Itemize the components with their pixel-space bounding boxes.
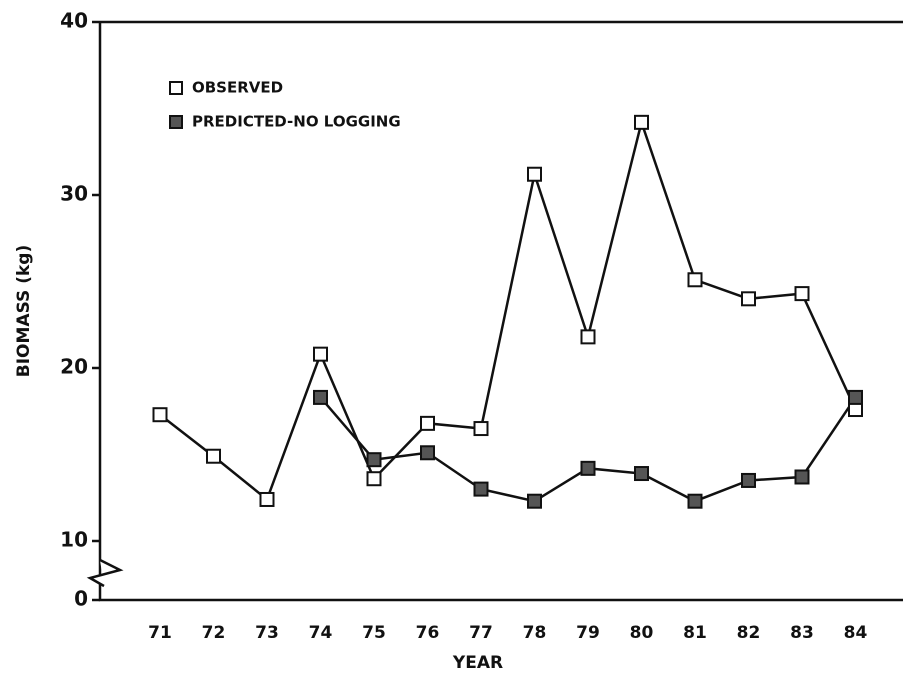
point	[580, 460, 596, 476]
x-tick-label: 79	[576, 623, 600, 643]
point	[741, 291, 756, 307]
y-tick-label: 0	[74, 587, 88, 611]
x-tick-label: 72	[202, 623, 226, 643]
point	[527, 493, 542, 509]
point	[687, 272, 703, 288]
axis-break	[86, 558, 124, 588]
point	[366, 452, 382, 468]
x-tick-label: 82	[737, 623, 761, 643]
point	[366, 471, 382, 487]
point	[527, 166, 542, 182]
y-axis-label: BIOMASS (kg)	[14, 245, 34, 377]
x-tick-label: 76	[416, 623, 440, 643]
point	[848, 389, 863, 405]
point	[420, 415, 435, 431]
point	[634, 466, 649, 482]
x-tick-label: 83	[790, 623, 814, 643]
legend-swatch	[169, 115, 183, 129]
point	[473, 421, 489, 437]
point	[687, 493, 703, 509]
legend-label: PREDICTED-NO LOGGING	[192, 113, 401, 131]
x-tick-label: 77	[469, 623, 493, 643]
y-tick-label: 30	[60, 182, 88, 206]
point	[206, 448, 221, 464]
point	[794, 469, 810, 485]
point	[313, 389, 328, 405]
x-tick-label: 84	[844, 623, 868, 643]
point	[634, 114, 649, 130]
point	[473, 481, 489, 497]
y-tick-label: 20	[60, 355, 88, 379]
x-tick-label: 71	[148, 623, 172, 643]
legend-swatch	[169, 81, 183, 95]
y-tick-label: 40	[60, 9, 88, 33]
y-tick-label: 10	[60, 528, 88, 552]
point	[794, 286, 810, 302]
point	[580, 329, 596, 345]
axes	[98, 22, 903, 602]
x-tick-label: 78	[523, 623, 547, 643]
point	[420, 445, 435, 461]
x-tick-label: 81	[683, 623, 707, 643]
x-tick-label: 75	[362, 623, 386, 643]
point	[741, 472, 756, 488]
x-tick-label: 74	[309, 623, 333, 643]
legend-label: OBSERVED	[192, 79, 283, 97]
series-line	[159, 117, 857, 502]
point	[313, 346, 328, 362]
x-tick-label: 73	[255, 623, 279, 643]
point	[152, 407, 168, 423]
x-tick-label: 80	[630, 623, 654, 643]
point	[848, 402, 863, 418]
point	[259, 491, 275, 507]
x-axis-label: YEAR	[452, 653, 503, 673]
